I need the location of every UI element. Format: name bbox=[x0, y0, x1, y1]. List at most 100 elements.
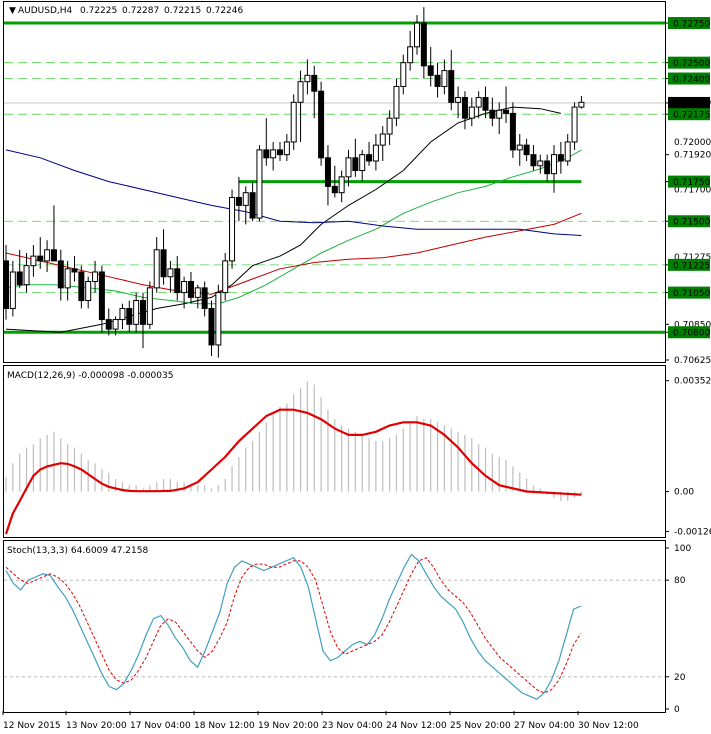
candle-10 bbox=[71, 256, 78, 282]
candle-body bbox=[30, 255, 37, 267]
candle-body bbox=[222, 260, 229, 294]
candle-4 bbox=[30, 245, 37, 277]
price-tag-label: 0.72246 bbox=[673, 99, 710, 109]
candle-body bbox=[44, 249, 51, 262]
candle-69 bbox=[475, 91, 482, 119]
candle-body bbox=[16, 271, 23, 286]
x-tick-label: 12 Nov 2015 bbox=[3, 721, 61, 731]
price-tag-label: 0.72400 bbox=[673, 75, 710, 85]
x-tick-label: 19 Nov 20:00 bbox=[258, 721, 319, 731]
ohlc-value: 0.72287 bbox=[122, 6, 159, 16]
candle-body bbox=[98, 271, 105, 321]
candle-5 bbox=[37, 237, 44, 269]
candle-body bbox=[153, 249, 160, 289]
stoch-frame bbox=[3, 540, 666, 713]
candle-body bbox=[564, 141, 571, 162]
candle-body bbox=[455, 97, 462, 103]
candle-1 bbox=[9, 260, 16, 317]
candle-82 bbox=[564, 134, 571, 166]
stoch-y-label: 0 bbox=[674, 705, 680, 715]
y-tick-label: 0.70850 bbox=[674, 320, 711, 330]
macd-panel[interactable]: MACD(12,26,9) -0.000098 -0.000035 0.00352… bbox=[0, 364, 711, 539]
price-tag-bg bbox=[668, 96, 710, 109]
candle-57 bbox=[393, 78, 400, 127]
candle-body bbox=[311, 74, 318, 92]
candle-body bbox=[304, 74, 311, 83]
candle-40 bbox=[277, 141, 283, 161]
candle-body bbox=[187, 281, 194, 298]
candle-70 bbox=[482, 86, 489, 119]
price-panel[interactable]: ▼ AUDUSD,H4 0.72225 0.72287 0.72215 0.72246 0.… bbox=[0, 0, 711, 364]
candle-body bbox=[461, 97, 468, 119]
candle-body bbox=[133, 300, 140, 325]
candle-27 bbox=[187, 271, 194, 304]
candle-body bbox=[23, 265, 30, 286]
candle-73 bbox=[503, 86, 510, 123]
ohlc-value: 0.72215 bbox=[164, 6, 201, 16]
candle-body bbox=[57, 260, 64, 289]
candle-body bbox=[379, 133, 386, 146]
price-tag-label: 0.71500 bbox=[673, 218, 710, 228]
candle-body bbox=[475, 97, 482, 108]
candle-13 bbox=[92, 260, 99, 293]
candle-46 bbox=[318, 81, 325, 166]
price-tag-bg bbox=[668, 175, 710, 188]
price-tag-bg bbox=[668, 72, 710, 85]
candle-48 bbox=[331, 165, 338, 198]
candle-74 bbox=[509, 102, 516, 158]
candle-body bbox=[331, 185, 338, 194]
candle-39 bbox=[270, 141, 277, 171]
candle-body bbox=[85, 281, 92, 302]
candle-body bbox=[427, 65, 434, 76]
macd-y-label: -0.001268 bbox=[674, 527, 711, 537]
candle-19 bbox=[133, 292, 140, 333]
price-tag-label: 0.71050 bbox=[673, 289, 710, 299]
x-tick-label: 23 Nov 04:00 bbox=[322, 721, 383, 731]
candle-body bbox=[400, 62, 407, 87]
candle-body bbox=[468, 106, 475, 119]
candle-body bbox=[523, 144, 530, 156]
candle-body bbox=[249, 192, 256, 219]
candle-body bbox=[78, 271, 85, 302]
candle-body bbox=[71, 268, 78, 273]
candle-43 bbox=[297, 70, 304, 142]
stoch-signal-line bbox=[5, 557, 582, 694]
candle-body bbox=[324, 157, 331, 187]
candle-21 bbox=[146, 281, 153, 330]
stoch-main-line bbox=[5, 553, 582, 701]
candle-33 bbox=[229, 189, 236, 269]
candle-body bbox=[482, 97, 489, 111]
candle-8 bbox=[57, 249, 64, 301]
candle-body bbox=[92, 271, 99, 283]
candle-body bbox=[126, 307, 133, 325]
y-tick-label-minor: 0.72000 bbox=[674, 138, 711, 148]
candle-body bbox=[50, 249, 57, 262]
candle-body bbox=[352, 157, 359, 172]
candle-body bbox=[441, 70, 448, 87]
candle-49 bbox=[338, 170, 345, 203]
candle-66 bbox=[455, 86, 462, 119]
price-tag-label: 0.71225 bbox=[673, 261, 710, 271]
candle-44 bbox=[304, 59, 311, 95]
candle-36 bbox=[249, 181, 256, 222]
candle-80 bbox=[551, 145, 557, 193]
candle-25 bbox=[174, 256, 181, 301]
candle-body bbox=[9, 271, 16, 309]
price-tag-bg bbox=[668, 56, 710, 69]
stoch-y-label: 80 bbox=[674, 576, 686, 586]
candle-body bbox=[105, 319, 112, 330]
candle-body bbox=[215, 292, 222, 346]
stoch-panel[interactable]: Stoch(13,3,3) 64.6009 47.2158 100 80 20 0 12 … bbox=[0, 539, 711, 734]
candle-body bbox=[242, 192, 249, 206]
candle-38 bbox=[263, 118, 270, 166]
candle-7 bbox=[50, 205, 57, 262]
collapse-arrow-icon: ▼ bbox=[9, 6, 16, 16]
candle-0 bbox=[3, 245, 9, 320]
candle-body bbox=[489, 109, 496, 119]
candle-17 bbox=[119, 303, 126, 330]
candle-body bbox=[503, 109, 510, 114]
candle-84 bbox=[578, 95, 585, 109]
price-tag-label: 0.72750 bbox=[673, 20, 710, 30]
candle-body bbox=[3, 260, 9, 309]
candle-76 bbox=[523, 138, 530, 161]
